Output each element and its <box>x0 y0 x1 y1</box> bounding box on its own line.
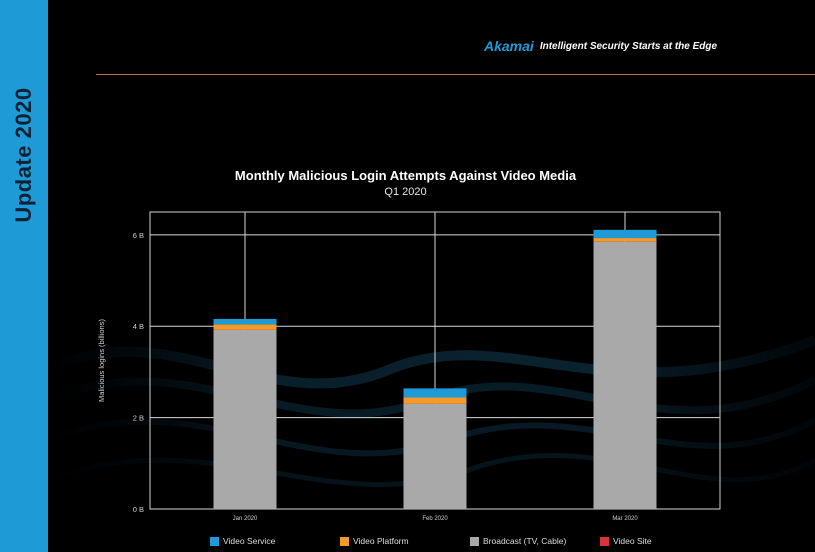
side-band <box>0 0 48 552</box>
y-tick-label: 2 B <box>133 414 144 423</box>
legend-label: Video Platform <box>353 536 409 546</box>
bar-segment <box>213 329 277 509</box>
bar-segment <box>403 397 467 404</box>
y-tick-label: 0 B <box>133 505 144 514</box>
legend-swatch <box>470 536 479 546</box>
bar-segment <box>213 318 277 325</box>
legend-swatch <box>210 536 219 546</box>
y-axis-label: Malicious logins (billions) <box>97 319 106 402</box>
legend-label: Broadcast (TV, Cable) <box>483 536 567 546</box>
header-rule <box>96 74 815 75</box>
x-tick-label: Feb 2020 <box>422 516 448 522</box>
chart-title: Monthly Malicious Login Attempts Against… <box>234 168 577 183</box>
legend: Video Service Video Platform Broadcast (TV… <box>210 536 730 546</box>
bar-segment <box>593 241 657 509</box>
x-tick-label: Mar 2020 <box>612 516 638 522</box>
bar-segment <box>403 403 467 509</box>
legend-swatch <box>340 536 349 546</box>
legend-item: Video Site <box>600 536 730 546</box>
legend-item: Video Service <box>210 536 340 546</box>
bar-segment <box>403 388 467 398</box>
legend-label: Video Site <box>613 536 652 546</box>
legend-item: Broadcast (TV, Cable) <box>470 536 600 546</box>
legend-label: Video Service <box>223 536 276 546</box>
y-tick-label: 6 B <box>133 231 144 240</box>
legend-swatch <box>600 536 609 546</box>
y-tick-label: 4 B <box>133 322 144 331</box>
bar-segment <box>593 238 657 242</box>
bar-segment <box>213 324 277 330</box>
brand: Akamai Intelligent Security Starts at th… <box>484 38 717 54</box>
bar-segment <box>593 229 657 239</box>
legend-item: Video Platform <box>340 536 470 546</box>
akamai-logo: Akamai <box>484 38 534 54</box>
chart-subtitle: Q1 2020 <box>384 186 427 198</box>
brand-tagline: Intelligent Security Starts at the Edge <box>539 40 718 52</box>
x-tick-label: Jan 2020 <box>233 516 258 522</box>
